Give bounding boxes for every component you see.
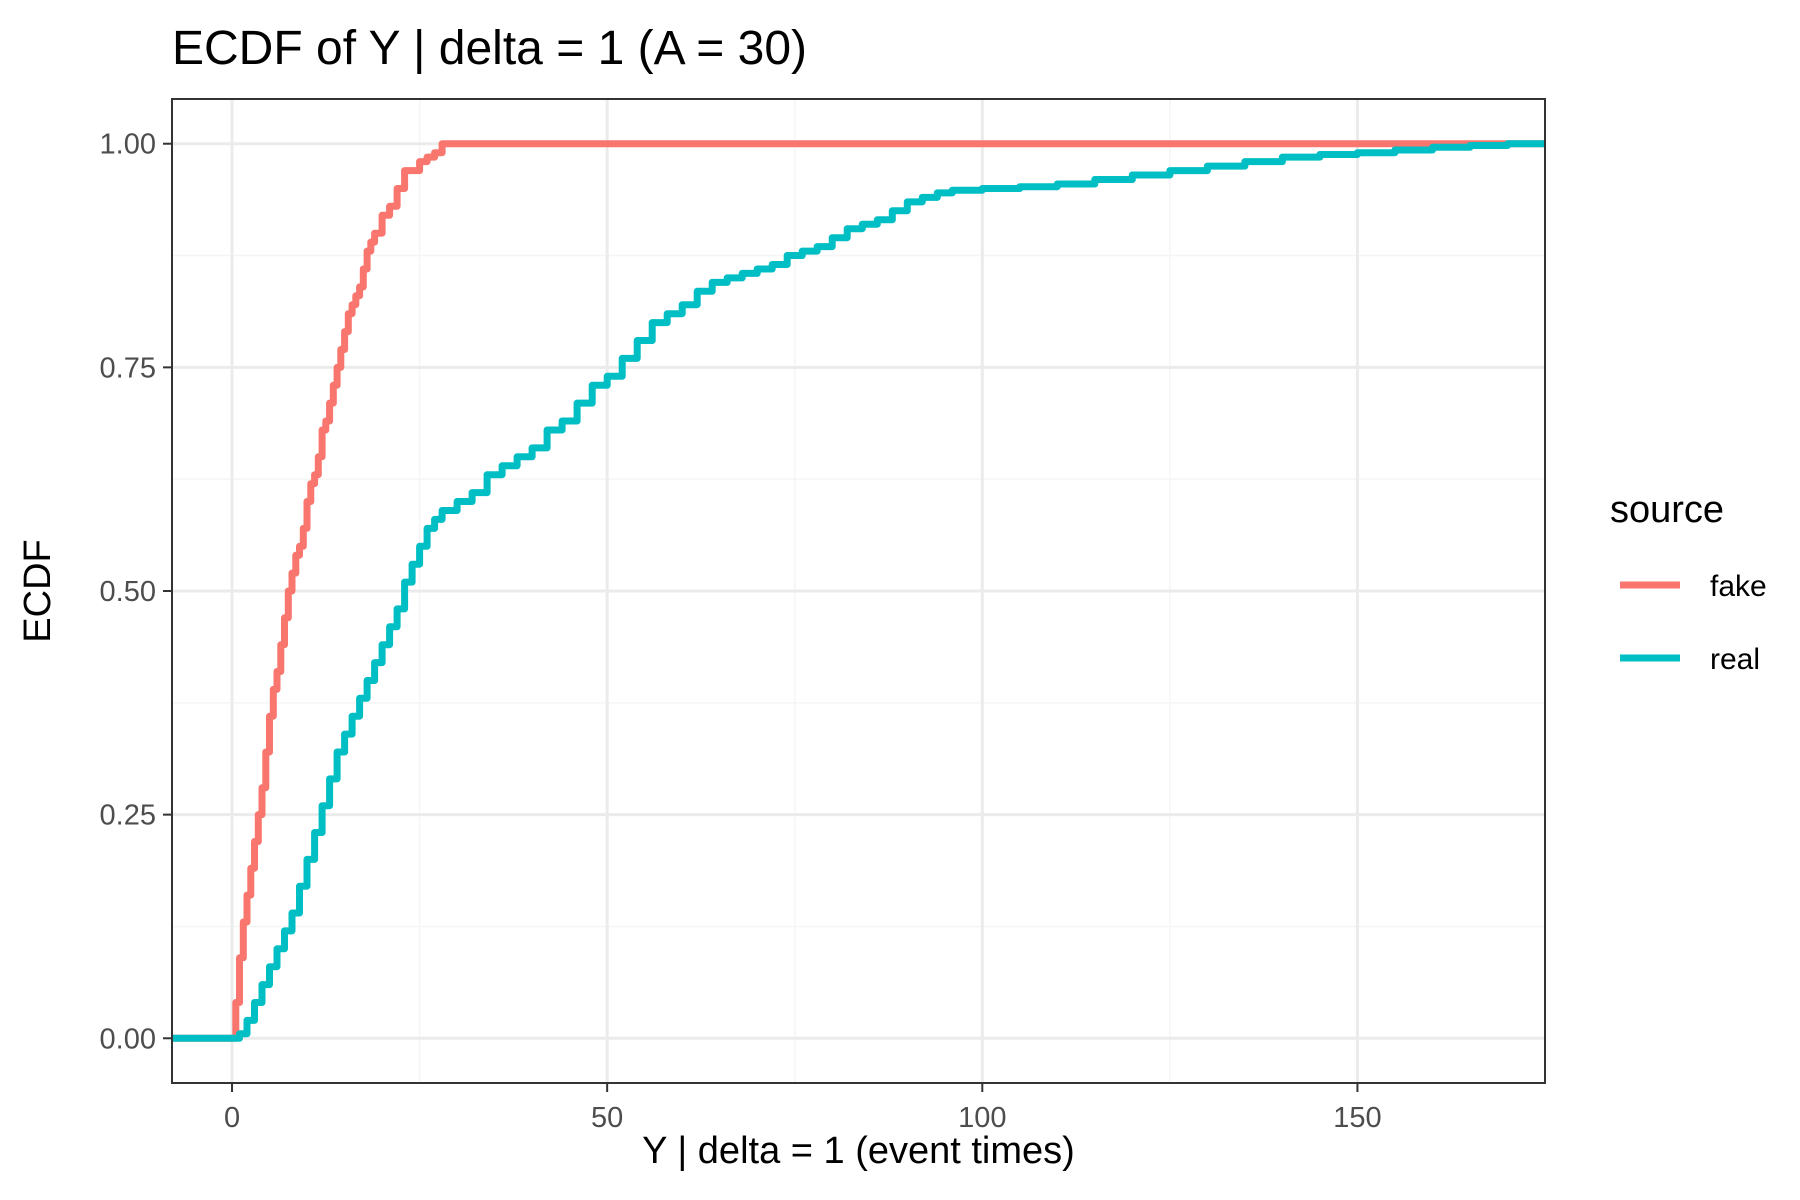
series-line-real <box>172 140 1545 1042</box>
series-line-fake <box>172 140 1545 1042</box>
legend-title: source <box>1610 489 1724 531</box>
chart-title: ECDF of Y | delta = 1 (A = 30) <box>172 22 807 75</box>
y-axis-title: ECDF <box>17 539 59 642</box>
minor-gridlines <box>172 99 1545 1083</box>
y-tick-label: 1.00 <box>100 129 156 161</box>
x-tick-label: 150 <box>1333 1102 1381 1134</box>
y-tick-label: 0.00 <box>100 1023 156 1055</box>
legend-label-real: real <box>1710 643 1760 676</box>
y-tick-label: 0.25 <box>100 800 156 832</box>
y-tick-label: 0.75 <box>100 352 156 384</box>
x-tick-label: 50 <box>591 1102 623 1134</box>
legend-label-fake: fake <box>1710 570 1767 603</box>
x-tick-label: 0 <box>224 1102 240 1134</box>
series-lines <box>172 140 1545 1042</box>
x-axis-title: Y | delta = 1 (event times) <box>642 1130 1075 1172</box>
plot-panel <box>171 98 1546 1084</box>
y-axis: 0.00 0.25 0.50 0.75 1.00 <box>100 129 172 1055</box>
legend-items: fake real <box>1620 570 1767 676</box>
major-gridlines <box>172 99 1545 1083</box>
legend: source fake real <box>1610 489 1767 676</box>
y-tick-label: 0.50 <box>100 576 156 608</box>
x-tick-label: 100 <box>958 1102 1006 1134</box>
x-axis: 0 50 100 150 <box>224 1083 1382 1134</box>
